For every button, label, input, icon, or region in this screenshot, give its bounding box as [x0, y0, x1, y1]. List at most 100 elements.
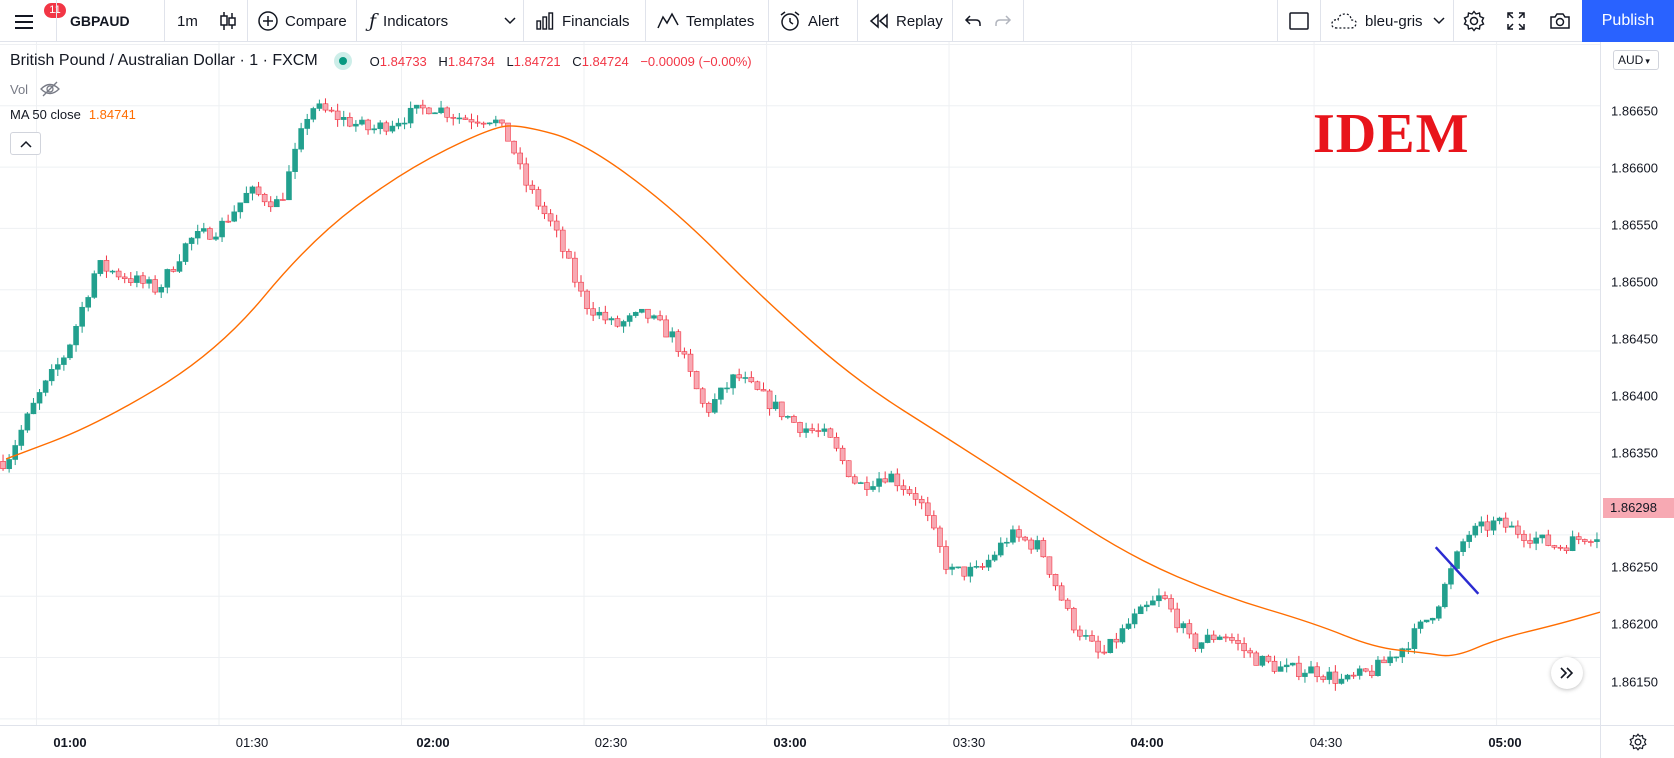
- symbol-search-button[interactable]: GBPAUD: [70, 13, 130, 29]
- chart-settings-button[interactable]: [1600, 725, 1674, 758]
- compare-button[interactable]: Compare: [258, 0, 347, 42]
- currency-selector[interactable]: AUD ▾: [1613, 50, 1659, 70]
- candle-body: [261, 194, 268, 203]
- ma-legend[interactable]: MA 50 close 1.84741: [10, 107, 136, 122]
- candle-body: [1442, 583, 1448, 608]
- time-scale[interactable]: 01:00 01:30 02:00 02:30 03:00 03:30 04:0…: [0, 725, 1600, 758]
- time-label: 01:00: [53, 735, 87, 750]
- price-scale[interactable]: AUD ▾ 1.86650 1.86600 1.86550 1.86500 1.8…: [1600, 42, 1674, 725]
- candle-body: [979, 566, 986, 568]
- chevron-down-icon: [504, 17, 516, 25]
- replay-button[interactable]: Replay: [869, 0, 943, 42]
- candle-body: [371, 128, 377, 131]
- publish-button[interactable]: Publish: [1582, 0, 1674, 42]
- candle-body: [1296, 662, 1302, 677]
- camera-icon: [1549, 11, 1571, 31]
- chart-pane[interactable]: [0, 42, 1600, 725]
- collapse-legend-button[interactable]: [10, 132, 41, 155]
- candle-body: [949, 566, 955, 570]
- symbol-title[interactable]: British Pound / Australian Dollar · 1 · …: [10, 52, 318, 69]
- fullscreen-button[interactable]: [1506, 0, 1526, 42]
- candle-body: [687, 353, 694, 372]
- layout-select-button[interactable]: [1288, 0, 1310, 42]
- candle-body: [608, 318, 615, 321]
- candle-body: [188, 237, 195, 244]
- indicator-templates-dropdown[interactable]: [504, 0, 516, 42]
- candle-body: [906, 489, 913, 494]
- settings-button[interactable]: [1463, 0, 1485, 42]
- alert-button[interactable]: Alert: [779, 0, 839, 42]
- candle-body: [1399, 648, 1406, 658]
- candle-body: [109, 270, 116, 273]
- candle-body: [645, 308, 651, 319]
- candle-body: [1241, 643, 1247, 652]
- candle-body: [1448, 568, 1454, 585]
- candle-body: [632, 312, 639, 316]
- candle-body: [1521, 533, 1527, 541]
- candle-body: [991, 554, 998, 561]
- candle-body: [413, 104, 420, 109]
- candle-body: [894, 473, 901, 487]
- candle-body: [1168, 598, 1174, 610]
- candle-body: [1344, 674, 1351, 680]
- undo-button[interactable]: [964, 0, 982, 42]
- price-label: 1.86200: [1611, 616, 1658, 632]
- candle-body: [924, 502, 931, 516]
- candle-body: [1028, 539, 1034, 550]
- price-label: 1.86650: [1611, 103, 1658, 119]
- candle-body: [1362, 668, 1369, 672]
- series-legend: British Pound / Australian Dollar · 1 · …: [10, 52, 752, 70]
- chart-type-button[interactable]: [218, 0, 238, 42]
- snapshot-button[interactable]: [1549, 0, 1571, 42]
- main-menu-button[interactable]: 11: [14, 0, 66, 42]
- candle-body: [1101, 651, 1107, 654]
- open-value: 1.84733: [379, 53, 427, 69]
- function-fx-icon: ƒ: [369, 10, 377, 32]
- candle-body: [943, 546, 949, 570]
- candle-body: [1369, 670, 1375, 676]
- interval-button[interactable]: 1m: [177, 12, 198, 30]
- candle-body: [286, 171, 292, 201]
- candle-body: [103, 260, 110, 272]
- candle-body: [742, 377, 749, 379]
- indicators-button[interactable]: ƒ Indicators: [369, 0, 448, 42]
- candle-body: [359, 119, 365, 125]
- candle-body: [12, 445, 19, 460]
- candle-body: [1192, 633, 1199, 649]
- candle-body: [1496, 517, 1503, 522]
- price-label: 1.86350: [1611, 445, 1658, 461]
- price-chart[interactable]: [0, 42, 1600, 725]
- candle-body: [1381, 659, 1387, 664]
- candle-body: [127, 278, 134, 283]
- candle-body: [231, 211, 238, 222]
- alert-label: Alert: [808, 12, 839, 30]
- currency-label: AUD: [1618, 53, 1644, 67]
- templates-button[interactable]: Templates: [657, 0, 754, 42]
- candle-body: [736, 374, 742, 379]
- candle-body: [639, 308, 645, 313]
- candle-body: [1429, 617, 1436, 621]
- candle-body: [274, 199, 280, 208]
- eye-hidden-icon[interactable]: [40, 81, 60, 97]
- financials-button[interactable]: Financials: [535, 0, 630, 42]
- candle-body: [1107, 638, 1114, 654]
- time-label: 03:30: [952, 735, 986, 750]
- candle-body: [79, 306, 85, 327]
- candle-body: [237, 202, 244, 213]
- candle-body: [572, 257, 578, 283]
- candle-body: [1393, 656, 1399, 659]
- candle-body: [858, 482, 864, 484]
- candle-body: [1247, 650, 1253, 654]
- layout-dropdown[interactable]: [1433, 0, 1445, 42]
- candle-body: [663, 319, 669, 338]
- scroll-to-realtime-button[interactable]: [1551, 657, 1583, 689]
- redo-button[interactable]: [994, 0, 1012, 42]
- idem-annotation-text[interactable]: IDEM: [1313, 103, 1470, 165]
- candle-body: [1515, 525, 1521, 535]
- cloud-layout-button[interactable]: bleu-gris: [1330, 0, 1423, 42]
- candle-body: [888, 473, 895, 483]
- volume-legend[interactable]: Vol: [10, 81, 60, 97]
- candle-body: [718, 387, 724, 400]
- candle-body: [322, 103, 329, 111]
- candle-body: [851, 476, 858, 484]
